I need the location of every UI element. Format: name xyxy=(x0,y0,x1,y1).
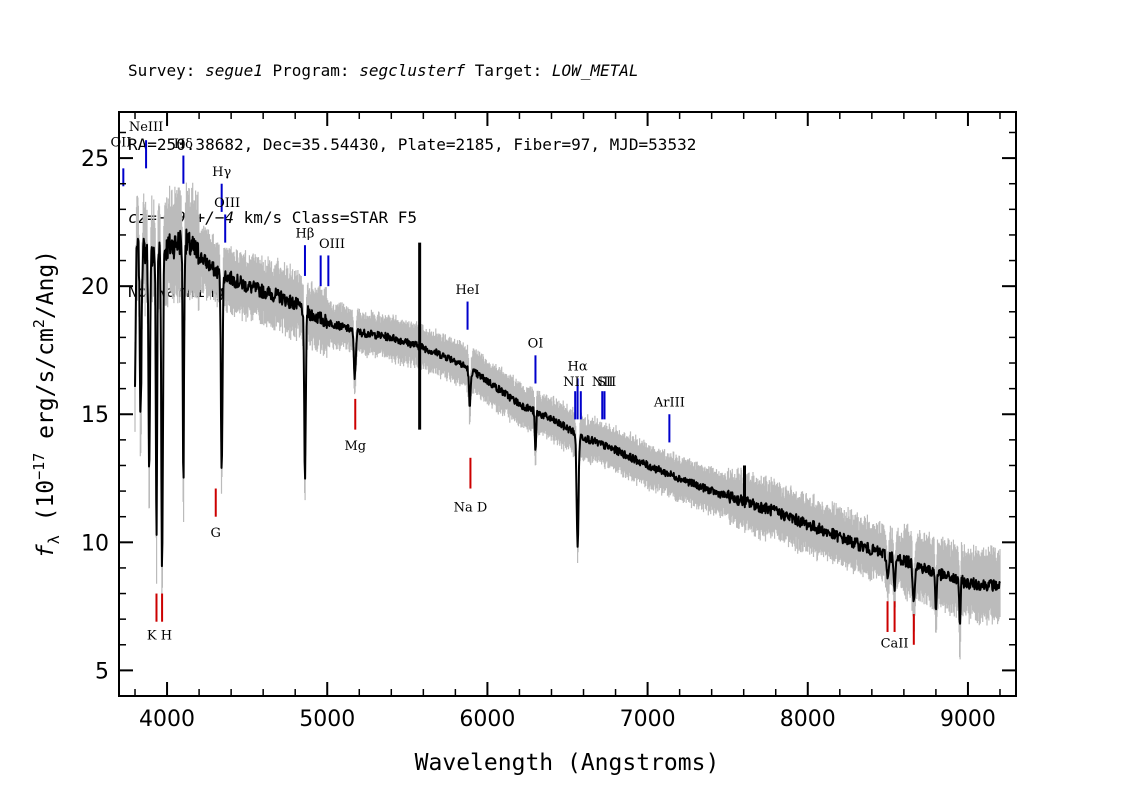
absorption-line-label: G xyxy=(211,526,221,541)
absorption-line-label: Na D xyxy=(454,501,488,516)
emission-line-label: OII xyxy=(110,136,131,151)
emission-line-label: OIII xyxy=(319,237,345,252)
flux-line xyxy=(134,228,1001,625)
emission-line-label: Hα xyxy=(568,360,588,375)
x-tick-label: 4000 xyxy=(139,707,195,732)
emission-line-label: Hβ xyxy=(296,227,315,242)
emission-line-label: NII xyxy=(592,375,614,390)
emission-line-label: Hδ xyxy=(174,137,193,152)
spectral-line-markers: OIINeIIIHδHγOIIIHβOIIIHeIOINIIHαNIISIIAr… xyxy=(110,120,915,651)
y-tick-label: 25 xyxy=(81,147,109,172)
y-axis-label: fλ (10−17 erg/s/cm2/Ang) xyxy=(30,250,63,558)
flux-series xyxy=(134,228,1001,625)
emission-line-label: SII xyxy=(597,375,616,390)
emission-line-label: NeIII xyxy=(129,120,163,135)
emission-line-label: OIII xyxy=(214,196,240,211)
y-tick-label: 10 xyxy=(81,531,109,556)
axes: 4000 5000 6000 7000 8000 9000 5 10 15 20 25 xyxy=(81,111,1017,732)
x-tick-label: 5000 xyxy=(299,707,355,732)
header-line-survey: Survey: segue1 Program: segclusterf Targ… xyxy=(128,61,639,80)
emission-line-label: ArIII xyxy=(653,396,685,411)
y-tick-label: 20 xyxy=(81,275,109,300)
x-tick-label: 7000 xyxy=(620,707,676,732)
y-tick-label: 5 xyxy=(95,659,109,684)
y-tick-label: 15 xyxy=(81,403,109,428)
header-line-coords: RA=250.38682, Dec=35.54430, Plate=2185, … xyxy=(128,134,697,154)
emission-line-label: HeI xyxy=(455,283,479,298)
absorption-line-label: Mg xyxy=(344,439,366,454)
x-tick-label: 6000 xyxy=(459,707,515,732)
x-tick-label: 8000 xyxy=(780,707,836,732)
error-bars xyxy=(134,182,1001,660)
plot-frame xyxy=(118,111,1017,697)
emission-line-label: NII xyxy=(563,375,585,390)
emission-line-label: Hγ xyxy=(212,165,231,180)
absorption-line-label: K H xyxy=(147,629,172,644)
x-axis-label: Wavelength (Angstroms) xyxy=(415,750,720,776)
spectrum-header: Survey: segue1 Program: segclusterf Targ… xyxy=(128,10,696,329)
x-tick-label: 9000 xyxy=(940,707,996,732)
absorption-line-label: CaII xyxy=(881,636,909,651)
error-band xyxy=(134,182,1001,660)
emission-line-label: OI xyxy=(528,337,544,352)
